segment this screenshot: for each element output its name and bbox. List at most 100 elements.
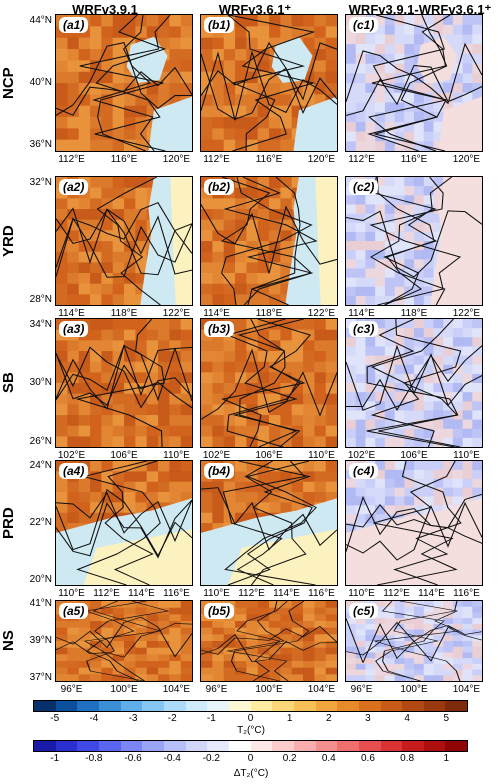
lon-tick-label: 118°E xyxy=(255,308,283,319)
lon-tick-label: 118°E xyxy=(110,308,138,319)
colorbar-swatch xyxy=(34,741,56,751)
map-panel: (a4) xyxy=(55,460,193,586)
lon-tick-label: 100°E xyxy=(255,684,283,695)
panel-label: (b1) xyxy=(204,17,234,33)
colorbar-swatch xyxy=(358,701,381,711)
panel-label: (a4) xyxy=(59,463,89,479)
map-panel: (b1) xyxy=(200,14,338,152)
lon-tick-label: 114°E xyxy=(203,308,230,319)
lon-tick-label: 114°E xyxy=(348,308,375,319)
colorbar-tick-label: 0.4 xyxy=(321,753,336,764)
column-header-wrf391: WRFv3.9.1 xyxy=(72,2,138,17)
lon-tick-label: 110°E xyxy=(163,450,190,461)
lon-tick-label: 116°E xyxy=(163,588,190,599)
map-panel: (c3) xyxy=(345,318,483,448)
lon-tick-label: 110°E xyxy=(203,588,230,599)
lon-tick-label: 100°E xyxy=(110,684,138,695)
lon-tick-label: 104°E xyxy=(307,684,336,695)
map-field xyxy=(346,15,482,151)
colorbar-swatch xyxy=(185,701,208,711)
lon-tick-label: 106°E xyxy=(400,450,428,461)
colorbar-swatch xyxy=(98,741,121,751)
colorbar-swatch xyxy=(250,741,273,751)
map-panel: (c5) xyxy=(345,600,483,682)
map-panel: (a5) xyxy=(55,600,193,682)
map-field xyxy=(56,15,192,151)
colorbar-swatch xyxy=(337,741,359,751)
lat-tick-label: 32°N xyxy=(29,176,52,188)
colorbar-swatch xyxy=(142,701,164,711)
lon-tick-label: 120°E xyxy=(162,154,191,165)
colorbar-swatch xyxy=(402,741,424,751)
colorbar-swatch xyxy=(380,701,403,711)
lon-tick-label: 114°E xyxy=(273,588,300,599)
map-panel: (a3) xyxy=(55,318,193,448)
lon-tick-label: 102°E xyxy=(347,450,376,461)
panel-label: (b2) xyxy=(204,179,234,195)
map-field xyxy=(56,177,192,305)
colorbar-tick-label: 0.2 xyxy=(282,753,297,764)
lon-tick-label: 106°E xyxy=(110,450,138,461)
panel-label: (a3) xyxy=(59,321,89,337)
lon-tick-label: 96°E xyxy=(60,684,83,695)
colorbar-swatch xyxy=(272,741,294,751)
colorbar-swatch xyxy=(55,741,78,751)
map-field xyxy=(56,601,192,681)
map-panel: (a1) xyxy=(55,14,193,152)
map-field xyxy=(201,15,337,151)
colorbar-tick-label: 1 xyxy=(286,713,293,724)
map-field xyxy=(346,461,482,585)
map-field xyxy=(201,461,337,585)
colorbar-swatch xyxy=(34,701,56,711)
colorbar-swatch xyxy=(380,741,403,751)
lon-tick-label: 106°E xyxy=(255,450,283,461)
lon-tick-label: 116°E xyxy=(110,154,138,165)
lat-tick-label: 41°N xyxy=(29,598,52,610)
lon-tick-label: 118°E xyxy=(400,308,428,319)
map-panel: (c1) xyxy=(345,14,483,152)
colorbar-swatch xyxy=(402,701,424,711)
map-panel: (b2) xyxy=(200,176,338,306)
panel-label: (c1) xyxy=(349,17,379,33)
lon-tick-label: 112°E xyxy=(58,154,85,165)
colorbar-t2 xyxy=(33,700,468,712)
map-panel: (a2) xyxy=(55,176,193,306)
lon-tick-label: 114°E xyxy=(58,308,85,319)
lon-tick-label: 112°E xyxy=(238,588,265,599)
map-panel: (c4) xyxy=(345,460,483,586)
colorbar-tick-label: 0.8 xyxy=(400,753,415,764)
colorbar-swatch xyxy=(120,741,143,751)
colorbar-swatch xyxy=(315,701,338,711)
panel-label: (b4) xyxy=(204,463,234,479)
colorbar-tick-label: -0.8 xyxy=(85,753,103,764)
colorbar-swatch xyxy=(358,741,381,751)
lon-tick-label: 112°E xyxy=(203,154,230,165)
colorbar-tick-label: -0.4 xyxy=(163,753,181,764)
lon-tick-label: 116°E xyxy=(400,154,428,165)
colorbar-swatch xyxy=(185,741,208,751)
lon-tick-label: 110°E xyxy=(453,450,480,461)
map-panel: (b4) xyxy=(200,460,338,586)
lon-tick-label: 116°E xyxy=(308,588,335,599)
colorbar-swatch xyxy=(423,701,446,711)
colorbar-swatch xyxy=(293,741,316,751)
lon-tick-label: 104°E xyxy=(162,684,191,695)
panel-label: (c4) xyxy=(349,463,379,479)
colorbar-swatch xyxy=(228,741,251,751)
colorbar-swatch xyxy=(228,701,251,711)
lat-tick-label: 37°N xyxy=(29,671,52,683)
lon-tick-label: 114°E xyxy=(128,588,155,599)
colorbar-tick-label: -2 xyxy=(167,713,177,724)
panel-label: (a5) xyxy=(59,603,89,619)
colorbar-tick-label: -3 xyxy=(128,713,138,724)
colorbar-tick-label: -5 xyxy=(50,713,60,724)
row-label-yrd: YRD xyxy=(0,225,17,257)
lon-tick-label: 110°E xyxy=(58,588,85,599)
colorbar-swatch xyxy=(77,701,99,711)
lat-tick-label: 30°N xyxy=(29,377,52,388)
lat-tick-label: 22°N xyxy=(29,517,52,528)
column-header-wrf361: WRFv3.6.1⁺ xyxy=(218,2,292,17)
lon-tick-label: 100°E xyxy=(400,684,428,695)
colorbar-tick-label: 3 xyxy=(365,713,371,724)
lon-tick-label: 96°E xyxy=(205,684,228,695)
